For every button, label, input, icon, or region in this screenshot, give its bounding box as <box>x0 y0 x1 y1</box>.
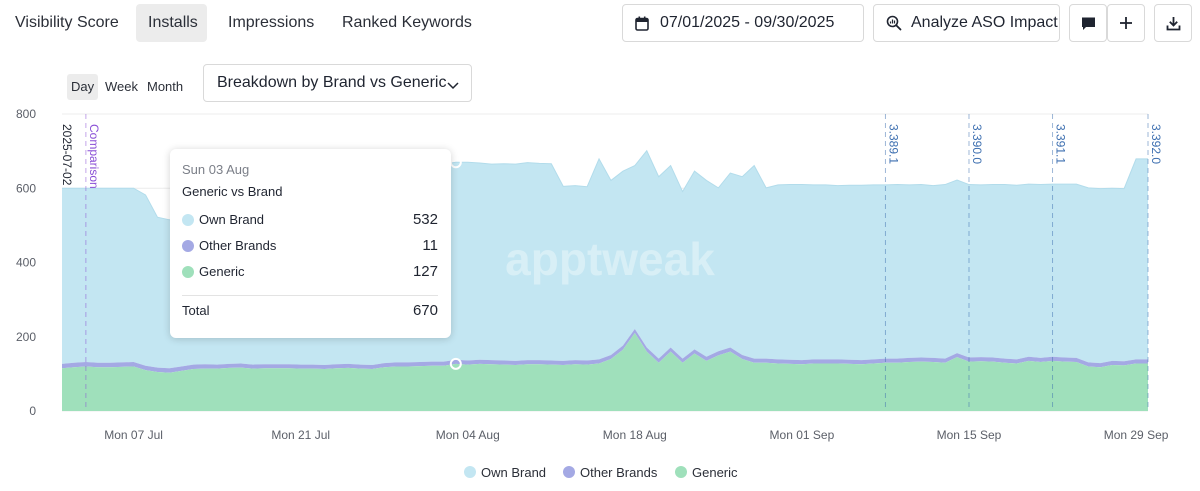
legend-other-brands-label: Other Brands <box>580 465 658 480</box>
date-range-text: 07/01/2025 - 09/30/2025 <box>660 14 835 31</box>
breakdown-dropdown-label: Breakdown by Brand vs Generic <box>217 74 447 91</box>
x-tick-label: Mon 21 Jul <box>271 428 330 442</box>
calendar-icon <box>635 16 649 31</box>
tooltip-row-own-brand: Own Brand 532 <box>182 211 438 229</box>
download-icon <box>1166 16 1181 31</box>
tooltip-row-generic: Generic 127 <box>182 263 438 281</box>
granularity-week[interactable]: Week <box>105 79 138 94</box>
breakdown-dropdown[interactable]: Breakdown by Brand vs Generic <box>203 64 472 102</box>
legend-generic-label: Generic <box>692 465 738 480</box>
tooltip-generic-label: Generic <box>199 264 245 279</box>
granularity-day[interactable]: Day <box>67 74 99 100</box>
tooltip-generic-value: 127 <box>412 263 438 280</box>
tooltip-row-other-brands: Other Brands 11 <box>182 237 438 255</box>
comment-icon <box>1081 16 1096 31</box>
y-tick-label: 800 <box>16 107 36 121</box>
add-button[interactable] <box>1107 4 1145 42</box>
date-range-picker[interactable]: 07/01/2025 - 09/30/2025 <box>622 4 864 42</box>
annotation-label: 2025-07-02 <box>60 124 74 186</box>
tooltip-total-value: 670 <box>412 302 438 319</box>
tab-impressions[interactable]: Impressions <box>228 14 315 31</box>
generic-area <box>62 333 1148 411</box>
granularity-month[interactable]: Month <box>147 79 184 94</box>
legend-own-brand-swatch <box>464 466 476 478</box>
tooltip-own-brand-label: Own Brand <box>199 212 265 227</box>
download-button[interactable] <box>1154 4 1192 42</box>
tab-visibility-score[interactable]: Visibility Score <box>15 14 119 31</box>
watermark-text: apptweak <box>505 233 715 285</box>
tooltip-other-brands-value: 11 <box>422 237 438 254</box>
annotation-label: Comparison <box>87 124 101 189</box>
annotation-label: 3.389.1 <box>886 124 900 164</box>
plus-icon <box>1119 16 1133 30</box>
x-tick-label: Mon 15 Sep <box>937 428 1002 442</box>
magnifier-chart-icon <box>886 15 902 31</box>
generic-swatch <box>182 266 194 278</box>
x-tick-label: Mon 29 Sep <box>1104 428 1169 442</box>
tooltip-other-brands-label: Other Brands <box>199 238 277 253</box>
y-tick-label: 400 <box>16 256 36 270</box>
tooltip-date: Sun 03 Aug <box>182 162 250 177</box>
tooltip-total-label: Total <box>182 303 210 318</box>
y-tick-label: 600 <box>16 181 36 195</box>
x-tick-label: Mon 18 Aug <box>603 428 667 442</box>
legend-other-brands-swatch <box>563 466 575 478</box>
own-brand-swatch <box>182 214 194 226</box>
tooltip-subtitle: Generic vs Brand <box>182 184 283 199</box>
chevron-down-icon <box>447 77 459 95</box>
x-tick-label: Mon 04 Aug <box>436 428 500 442</box>
annotation-label: 3.392.0 <box>1149 124 1163 164</box>
analyze-aso-impact-button[interactable]: Analyze ASO Impact <box>873 4 1060 42</box>
analyze-aso-impact-label: Analyze ASO Impact <box>911 14 1058 31</box>
other-brands-swatch <box>182 240 194 252</box>
tooltip-divider <box>182 295 438 296</box>
tooltip-row-total: Total 670 <box>182 302 438 320</box>
tab-installs[interactable]: Installs <box>136 4 207 42</box>
annotation-label: 3.391.1 <box>1054 124 1068 164</box>
hover-point-marker <box>449 357 462 370</box>
legend-own-brand-label: Own Brand <box>481 465 547 480</box>
annotation-label: 3.390.0 <box>970 124 984 164</box>
other-brands-area <box>62 328 1148 373</box>
x-tick-label: Mon 07 Jul <box>104 428 163 442</box>
top-bar: Visibility Score Installs Impressions Ra… <box>0 0 1200 46</box>
legend-generic-swatch <box>675 466 687 478</box>
chart-tooltip: Sun 03 Aug Generic vs Brand Own Brand 53… <box>170 149 451 338</box>
comment-button[interactable] <box>1069 4 1107 42</box>
y-tick-label: 0 <box>29 404 36 418</box>
x-tick-label: Mon 01 Sep <box>770 428 835 442</box>
y-tick-label: 200 <box>16 330 36 344</box>
tooltip-own-brand-value: 532 <box>412 211 438 228</box>
tab-ranked-keywords[interactable]: Ranked Keywords <box>342 14 472 31</box>
